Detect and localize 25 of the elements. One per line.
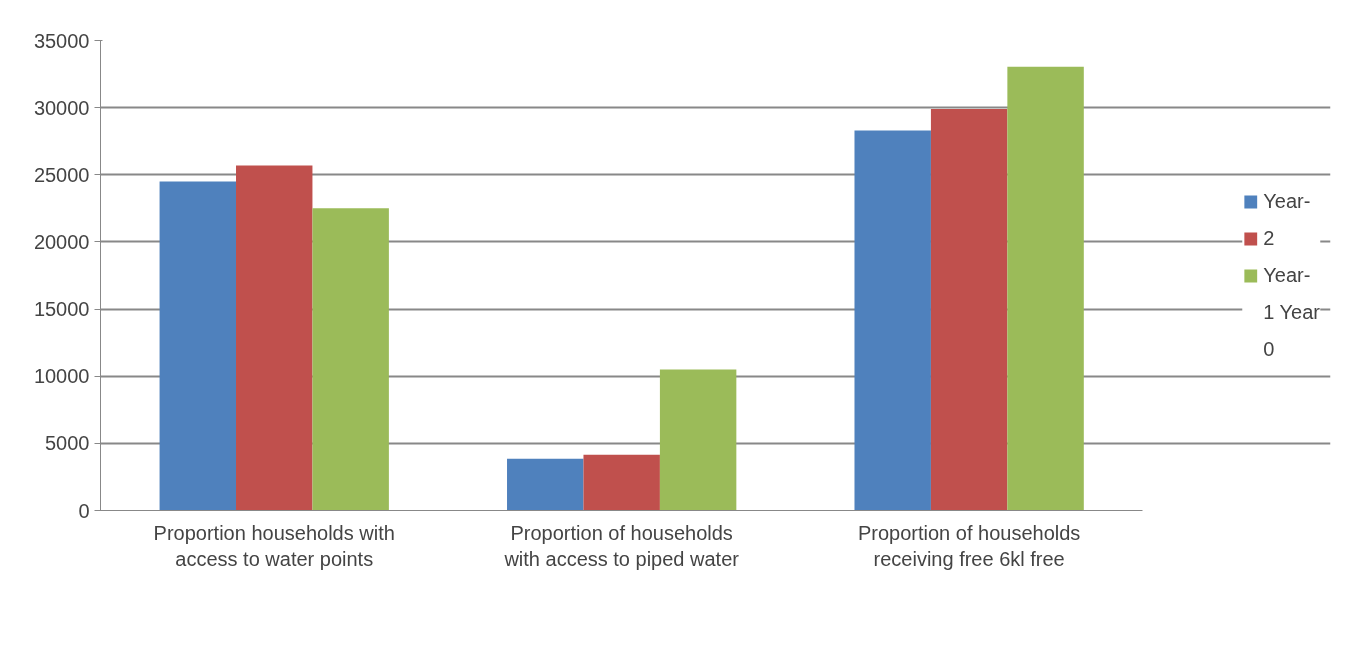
annotation: 1 Year bbox=[1263, 300, 1320, 324]
bar bbox=[312, 208, 389, 511]
bar bbox=[159, 181, 237, 511]
legend-label: Year- bbox=[1263, 189, 1311, 213]
x-tick-label: Proportion of households with access to piped water bbox=[503, 521, 740, 570]
annotation: 0 bbox=[1263, 337, 1276, 361]
y-tick-label: 0 bbox=[78, 499, 90, 522]
y-tick-label: 15000 bbox=[33, 298, 90, 321]
y-tick-label: 10000 bbox=[33, 365, 90, 388]
x-tick-label: Proportion of households receiving free 6kl free bbox=[857, 521, 1081, 570]
bar bbox=[583, 454, 660, 511]
x-tick-label: Proportion households with access to water points bbox=[153, 521, 395, 570]
legend-label: 2 bbox=[1263, 226, 1276, 250]
y-tick-label: 35000 bbox=[33, 29, 90, 52]
bar bbox=[507, 458, 584, 511]
legend-label: Year- bbox=[1263, 263, 1311, 287]
bar bbox=[930, 108, 1008, 511]
y-tick-label: 5000 bbox=[45, 432, 90, 455]
y-tick-label: 25000 bbox=[33, 163, 90, 186]
bar bbox=[1007, 66, 1084, 511]
y-tick-label: 20000 bbox=[33, 230, 90, 253]
bar bbox=[659, 369, 737, 511]
y-tick-label: 30000 bbox=[33, 96, 90, 119]
bar bbox=[854, 130, 931, 511]
bar bbox=[236, 165, 313, 511]
